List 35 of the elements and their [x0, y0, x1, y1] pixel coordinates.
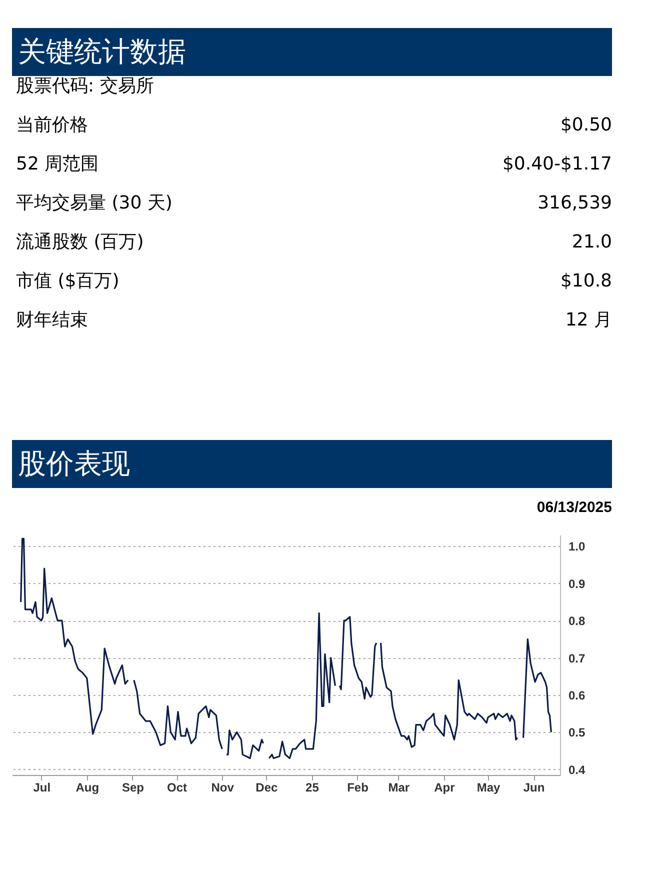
y-tick-label: 0.7: [568, 651, 586, 666]
category-label: 流通股数 (百万): [16, 232, 144, 252]
x-tick-label: Mar: [388, 780, 410, 794]
chart-title: 股价表现: [18, 447, 130, 480]
text: $0.40-$1.17: [502, 154, 612, 174]
text: $10.8: [560, 270, 612, 292]
x-tick-label: Feb: [347, 780, 368, 794]
x-tick-label: May: [476, 780, 501, 794]
category-label: 市值 ($百万): [16, 270, 120, 292]
x-tick-label: Jul: [33, 780, 51, 794]
x-tick-label: Nov: [211, 780, 234, 794]
y-tick-label: 1.0: [568, 540, 586, 554]
y-tick-label: 0.8: [568, 614, 586, 628]
y-tick-label: 0.6: [568, 688, 586, 702]
y-tick-label: 0.9: [568, 576, 586, 591]
x-tick-label: Oct: [167, 780, 188, 794]
text: 21.0: [572, 232, 612, 252]
text: 关键统计数据: [18, 35, 186, 68]
category-label: 股票代码: 交易所: [16, 76, 154, 96]
x-tick-label: 25: [306, 780, 320, 794]
x-tick-label: Dec: [256, 780, 278, 794]
category-label: 平均交易量 (30 天): [16, 192, 172, 214]
text: 316,539: [538, 192, 612, 214]
category-label: 当前价格: [16, 114, 88, 136]
y-tick-label: 0.4: [568, 762, 586, 777]
x-tick-label: Apr: [434, 780, 456, 794]
y-tick-label: 0.5: [568, 726, 586, 740]
text: 06/13/2025: [536, 499, 612, 516]
category-label: 52 周范围: [16, 154, 99, 174]
category-label: 财年结束: [16, 310, 88, 330]
x-tick-label: Jun: [523, 780, 545, 794]
x-tick-label: Aug: [76, 780, 100, 794]
text: $0.50: [560, 114, 612, 136]
text: 12 月: [565, 310, 612, 330]
x-tick-label: Sep: [122, 780, 144, 794]
